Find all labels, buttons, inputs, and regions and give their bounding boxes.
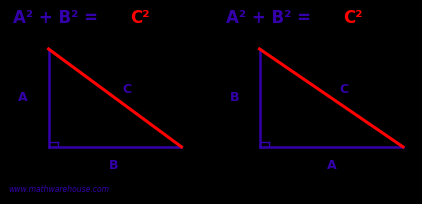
Text: B: B	[109, 159, 119, 172]
Text: B: B	[230, 91, 239, 104]
Text: A² + B² =: A² + B² =	[13, 9, 103, 27]
Text: A: A	[327, 159, 336, 172]
Text: C: C	[339, 83, 349, 96]
Text: www.mathwarehouse.com: www.mathwarehouse.com	[8, 185, 109, 194]
Text: C²: C²	[343, 9, 362, 27]
Text: A² + B² =: A² + B² =	[226, 9, 316, 27]
Text: C: C	[122, 83, 131, 96]
Text: C²: C²	[130, 9, 149, 27]
Text: A: A	[19, 91, 28, 104]
